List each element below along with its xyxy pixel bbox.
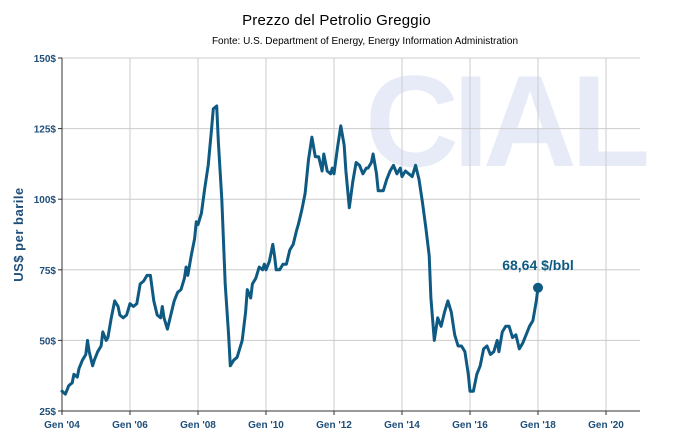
- series-line: [60, 104, 540, 396]
- y-tick-label: 25$: [39, 407, 56, 418]
- chart-title: Prezzo del Petrolio Greggio: [242, 12, 431, 29]
- y-tick-label: 75$: [39, 266, 56, 277]
- last-value-marker: [533, 282, 543, 293]
- y-tick-label: 50$: [39, 336, 56, 347]
- chart-subtitle: Fonte: U.S. Department of Energy, Energy…: [211, 36, 519, 47]
- x-tick-label: Gen '20: [588, 420, 624, 431]
- x-tick-label: Gen '14: [384, 420, 420, 431]
- y-tick-label: 150$: [34, 54, 57, 65]
- y-tick-label: 125$: [34, 125, 57, 136]
- x-tick-label: Gen '16: [452, 420, 488, 431]
- x-tick-label: Gen '10: [248, 420, 284, 431]
- y-axis-label: US$ per barile: [11, 187, 26, 281]
- x-tick-label: Gen '06: [112, 420, 148, 431]
- x-tick-label: Gen '18: [520, 420, 556, 431]
- x-tick-label: Gen '04: [44, 420, 80, 431]
- x-tick-label: Gen '08: [180, 420, 216, 431]
- last-value-label: 68,64 $/bbl: [502, 257, 574, 273]
- y-tick-label: 100$: [34, 195, 57, 206]
- x-tick-label: Gen '12: [316, 420, 352, 431]
